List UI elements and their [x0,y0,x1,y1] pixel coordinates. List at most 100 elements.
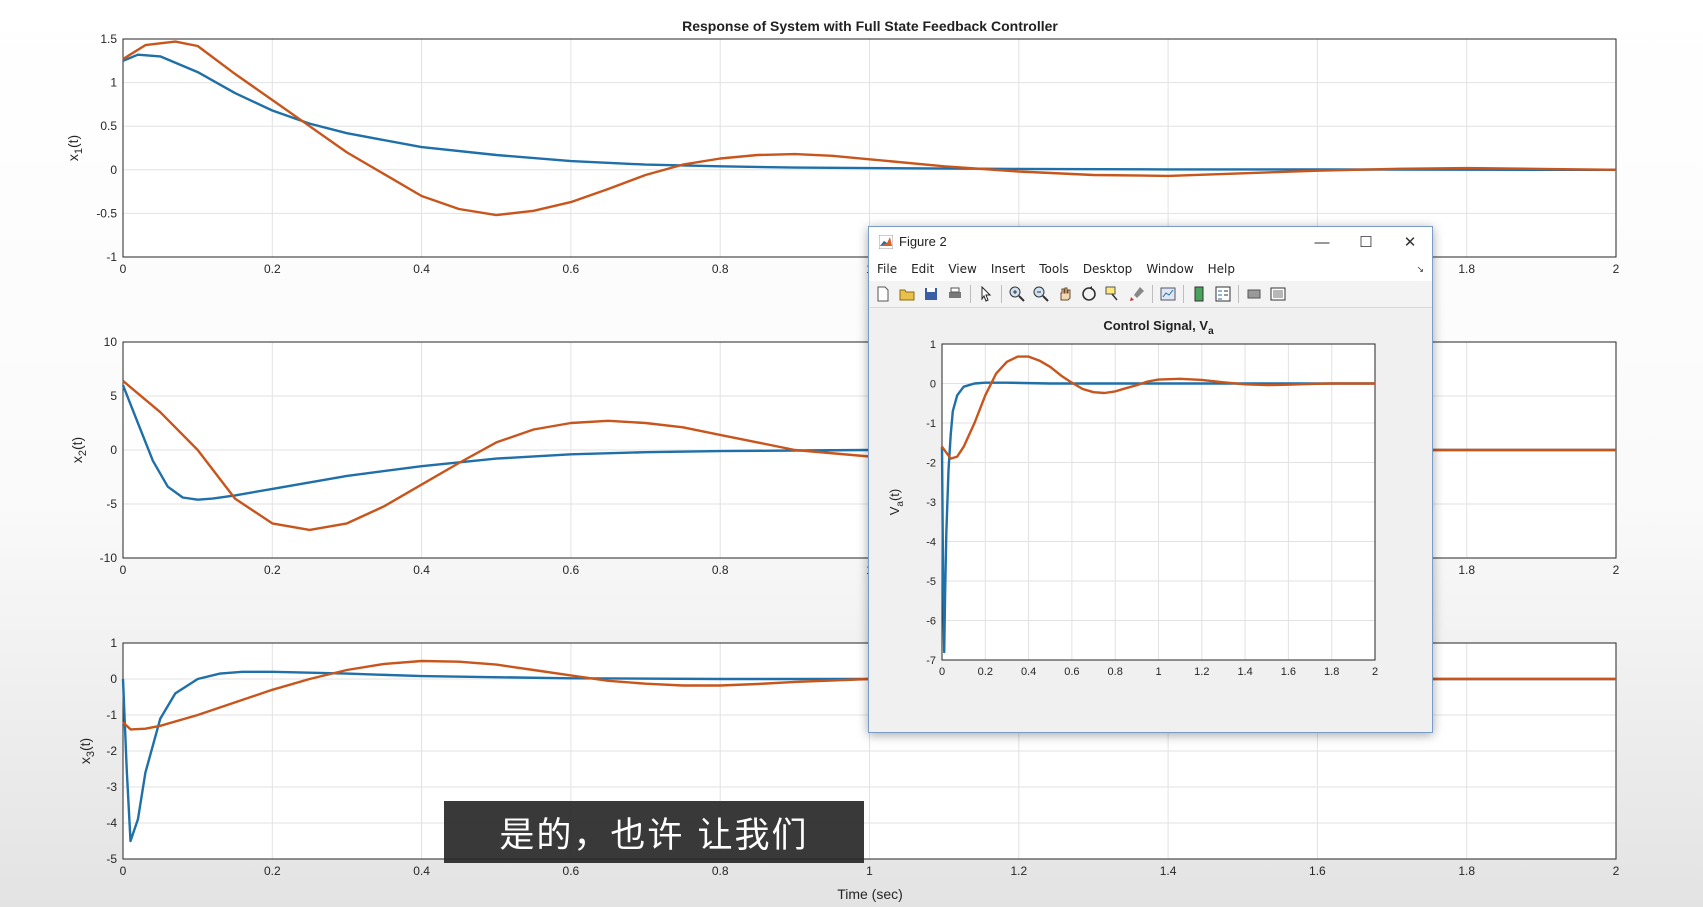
y-tick-label: -5 [106,497,117,511]
close-button[interactable]: ✕ [1403,234,1417,251]
brush-icon[interactable] [1128,285,1146,303]
x-axis-label: Time (sec) [837,886,903,902]
y-tick-label: 5 [110,389,117,403]
x-tick-label: 0.4 [413,262,430,276]
figure-1-title: Response of System with Full State Feedb… [682,18,1058,34]
toolbar-separator [1152,285,1153,303]
y-tick-label: -1 [106,708,117,722]
series-line-1 [122,53,1617,171]
y-tick-label: -7 [926,655,936,667]
minimize-button[interactable]: — [1314,233,1330,251]
y-tick-label: -0.5 [96,206,117,220]
new-file-icon[interactable] [874,285,892,303]
series-line-2 [122,40,1617,217]
y-tick-label: 0 [110,163,117,177]
y-tick-label: -5 [926,576,936,588]
legend-icon[interactable] [1214,285,1232,303]
x-tick-label: 2 [1613,864,1620,878]
menu-edit[interactable]: Edit [911,262,935,276]
x-tick-label: 1.2 [1194,666,1209,678]
menu-window[interactable]: Window [1146,262,1194,276]
x-tick-label: 1.6 [1309,864,1326,878]
toolbar-separator [1001,285,1002,303]
control-signal-title: Control Signal, Va [1103,318,1214,337]
x-tick-label: 0.6 [563,864,580,878]
x-tick-label: 0.8 [712,864,729,878]
y-tick-label: -4 [926,537,936,549]
open-folder-icon[interactable] [898,285,916,303]
y-tick-label: -4 [106,816,117,830]
menu-insert[interactable]: Insert [990,262,1026,276]
x-tick-label: 0.6 [563,262,580,276]
y-axis-label: x3(t) [77,738,97,764]
x-tick-label: 1.8 [1324,666,1339,678]
series-line-1 [940,381,1375,654]
show-plot-tools-icon[interactable] [1269,285,1287,303]
zoom-in-icon[interactable] [1008,285,1026,303]
x-tick-label: 0.2 [264,864,281,878]
y-tick-label: 1 [110,76,117,90]
x-tick-label: 1.8 [1458,262,1475,276]
x-tick-label: 0.8 [1108,666,1123,678]
y-tick-label: 1.5 [100,32,117,46]
print-icon[interactable] [946,285,964,303]
figure-2-canvas: 0 0.2 0.4 0.6 0.8 1 1.2 1.4 1.6 1.8 2 -7 -6 -5 -4 -3 -2 -… [869,308,1432,732]
x-tick-label: 1.6 [1281,666,1296,678]
matlab-logo-icon [879,235,893,249]
menu-dock-arrow-icon[interactable]: ↘ [1416,264,1424,274]
y-axis-label: Va(t) [887,489,906,516]
y-tick-label: 0 [110,672,117,686]
x-tick-label: 1 [1155,666,1161,678]
x-tick-label: 0 [120,563,127,577]
y-tick-label: 1 [110,636,117,650]
save-icon[interactable] [922,285,940,303]
menu-file[interactable]: File [877,262,898,276]
window-titlebar[interactable]: Figure 2 — ☐ ✕ [869,227,1432,257]
y-tick-label: 0.5 [100,119,117,133]
menu-view[interactable]: View [948,262,977,276]
y-tick-label: -5 [106,852,117,866]
y-tick-label: -6 [926,616,936,628]
x-tick-label: 1.2 [1010,864,1027,878]
zoom-out-icon[interactable] [1032,285,1050,303]
x-tick-label: 0.4 [1021,666,1036,678]
x-tick-label: 0.2 [264,262,281,276]
x-tick-label: 1.4 [1160,864,1177,878]
x-tick-label: 1.4 [1237,666,1252,678]
x-tick-label: 0 [120,864,127,878]
toolbar-separator [970,285,971,303]
x-tick-label: 0.6 [563,563,580,577]
hide-plot-tools-icon[interactable] [1245,285,1263,303]
video-subtitle: 是的，也许 让我们 [444,801,864,863]
x-tick-label: 0.4 [413,864,430,878]
x-tick-label: 0 [120,262,127,276]
colorbar-icon[interactable] [1190,285,1208,303]
x-tick-label: 2 [1613,262,1620,276]
x-tick-label: 1.8 [1458,864,1475,878]
x-tick-label: 0 [939,666,945,678]
maximize-button[interactable]: ☐ [1359,234,1373,251]
x-tick-label: 1 [866,864,873,878]
y-axis-label: x2(t) [69,437,89,463]
figure-2-window[interactable]: Figure 2 — ☐ ✕ File Edit View Insert Too… [868,226,1433,733]
menu-help[interactable]: Help [1207,262,1235,276]
y-tick-label: -3 [106,780,117,794]
pointer-icon[interactable] [977,285,995,303]
control-signal-plot: 0 0.2 0.4 0.6 0.8 1 1.2 1.4 1.6 1.8 2 -7 -6 -5 -4 -3 -2 -… [887,318,1378,678]
pan-hand-icon[interactable] [1056,285,1074,303]
menu-desktop[interactable]: Desktop [1082,262,1133,276]
x-tick-label: 0.8 [712,262,729,276]
y-tick-label: 0 [930,379,936,391]
rotate-3d-icon[interactable] [1080,285,1098,303]
y-tick-label: -1 [106,250,117,264]
series-line-2 [941,355,1375,460]
menu-tools[interactable]: Tools [1039,262,1069,276]
window-title: Figure 2 [899,234,947,249]
x-tick-label: 2 [1613,563,1620,577]
x-tick-label: 0.2 [264,563,281,577]
data-cursor-icon[interactable] [1104,285,1122,303]
link-plot-icon[interactable] [1159,285,1177,303]
y-axis-label: x1(t) [65,135,85,161]
x-tick-label: 2 [1372,666,1378,678]
